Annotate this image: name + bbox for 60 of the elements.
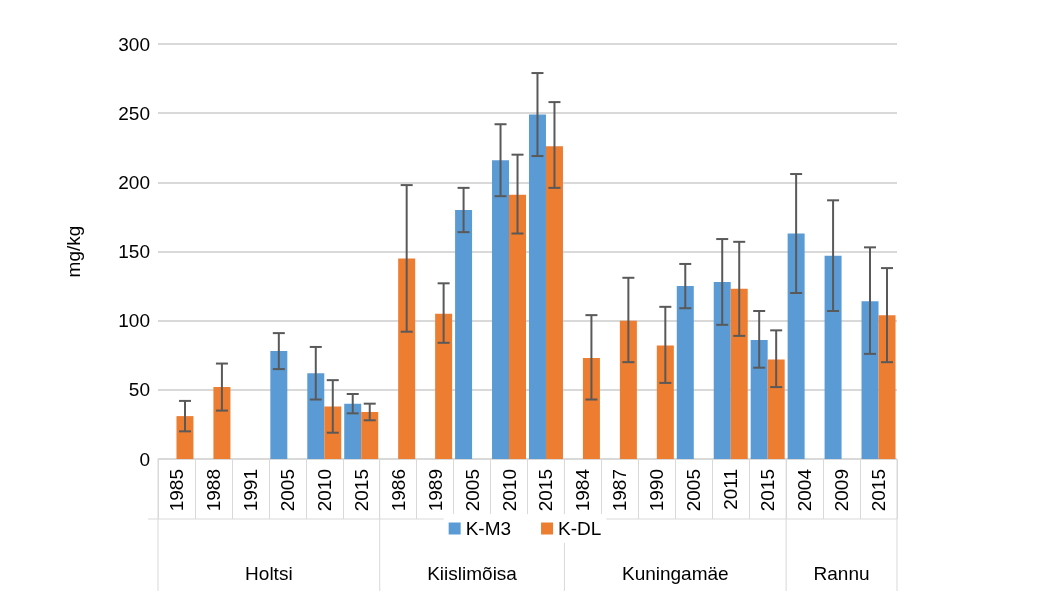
bar xyxy=(435,313,453,459)
legend-label: K-M3 xyxy=(465,518,512,539)
bar xyxy=(656,345,674,459)
bar xyxy=(509,194,527,459)
x-tick-label: 1987 xyxy=(609,469,631,512)
bar xyxy=(307,373,325,459)
bar xyxy=(750,340,768,459)
y-tick-label: 100 xyxy=(118,310,150,332)
bar xyxy=(344,403,362,459)
bar xyxy=(176,416,194,459)
bar xyxy=(824,255,842,459)
x-tick-label: 2005 xyxy=(461,469,483,512)
bar xyxy=(398,258,416,459)
x-tick-label: 2011 xyxy=(720,469,742,510)
x-tick-label: 2010 xyxy=(498,469,520,512)
bar xyxy=(270,351,288,459)
bar xyxy=(787,233,805,459)
text: Kuningamäe xyxy=(621,562,729,584)
bar xyxy=(582,358,600,459)
x-tick-label: 2015 xyxy=(350,469,372,512)
y-tick-label: 50 xyxy=(128,379,150,401)
y-tick-label: 150 xyxy=(118,241,150,262)
x-tick-label: 1988 xyxy=(202,469,224,512)
bar xyxy=(676,286,694,459)
bar xyxy=(878,315,896,459)
text: Rannu xyxy=(813,562,870,584)
x-tick-label: 2015 xyxy=(868,469,890,512)
x-tick-label: 2015 xyxy=(535,469,557,512)
legend-label: K-DL xyxy=(558,518,602,539)
y-tick-label: 300 xyxy=(118,33,150,55)
bar xyxy=(730,288,748,459)
y-axis-title: mg/kg xyxy=(63,225,84,278)
bar xyxy=(619,320,637,459)
bar xyxy=(861,301,879,459)
x-tick-label: 2009 xyxy=(831,469,853,512)
bar xyxy=(213,387,231,459)
bar xyxy=(528,114,546,459)
text: Kiislimõisa xyxy=(427,562,518,584)
x-tick-label: 1991 xyxy=(239,469,261,512)
x-tick-label: 2005 xyxy=(683,469,705,512)
x-tick-label: 2015 xyxy=(757,469,779,512)
bar xyxy=(455,210,473,459)
x-tick-label: 1984 xyxy=(572,468,594,512)
y-tick-label: 250 xyxy=(118,102,150,124)
x-tick-label: 1990 xyxy=(646,469,668,512)
y-tick-label: 0 xyxy=(139,448,150,470)
x-tick-label: 1986 xyxy=(387,469,409,512)
x-tick-label: 1985 xyxy=(165,469,187,512)
bar xyxy=(545,146,563,459)
text: Holtsi xyxy=(245,562,293,584)
bar xyxy=(492,160,510,459)
x-tick-label: 2010 xyxy=(313,469,335,512)
x-tick-label: 1989 xyxy=(424,469,446,512)
bar xyxy=(361,411,379,459)
x-tick-label: 2004 xyxy=(794,468,816,512)
bar xyxy=(713,281,731,459)
bar xyxy=(767,359,785,459)
x-tick-label: 2005 xyxy=(276,469,298,512)
bar xyxy=(324,406,342,459)
y-tick-label: 200 xyxy=(118,171,150,193)
